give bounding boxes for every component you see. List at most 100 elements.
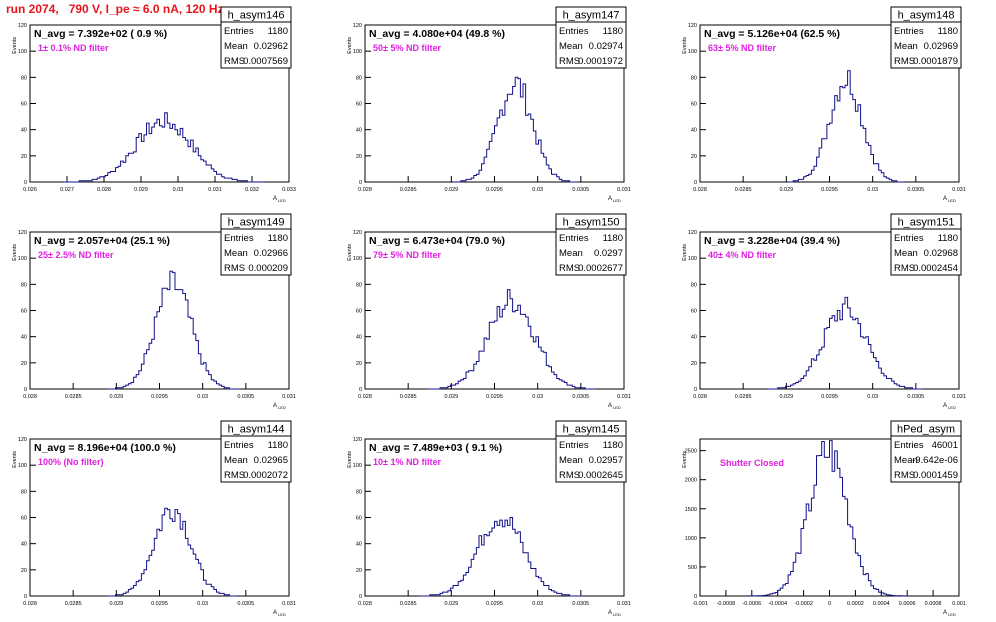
y-tick-label: 100: [688, 256, 697, 262]
x-tick-label: 0.031: [952, 394, 966, 400]
x-tick-label: 0.03: [173, 187, 184, 193]
y-axis-title: Events: [12, 37, 18, 54]
y-tick-label: 1000: [685, 536, 697, 542]
histogram-line: [419, 517, 583, 597]
x-tick-label: 0.028: [97, 187, 111, 193]
x-tick-label: 0.032: [245, 187, 259, 193]
x-tick-label: 0.0305: [237, 601, 254, 607]
y-tick-label: 80: [691, 282, 697, 288]
stats-value: 0.02968: [924, 248, 958, 259]
x-tick-label: 0.0285: [400, 394, 417, 400]
y-axis-title: Events: [12, 244, 18, 261]
stats-label: RMS: [894, 263, 915, 274]
stats-label: Mean: [559, 248, 583, 259]
y-tick-label: 80: [356, 282, 362, 288]
y-tick-label: 40: [356, 335, 362, 341]
y-tick-label: 120: [353, 437, 362, 443]
histogram-line: [427, 289, 596, 390]
y-tick-label: 80: [21, 282, 27, 288]
x-tick-label: 0.0006: [899, 601, 916, 607]
x-axis-title: A: [608, 196, 612, 202]
x-tick-label: 0.03: [867, 187, 878, 193]
stats-box: [220, 6, 292, 69]
filter-annotation: Shutter Closed: [720, 458, 784, 468]
y-tick-label: 60: [691, 309, 697, 315]
x-tick-label: -0.0006: [742, 601, 761, 607]
x-tick-label: 0.031: [282, 601, 296, 607]
stats-label: RMS: [224, 56, 245, 67]
x-tick-label: 0.031: [952, 187, 966, 193]
x-tick-label: -0.0002: [794, 601, 813, 607]
histogram-line: [107, 270, 240, 390]
y-tick-label: 60: [21, 309, 27, 315]
x-tick-label: 0.0002: [847, 601, 864, 607]
x-axis-title-subscript: LED: [613, 198, 621, 203]
x-axis-title: A: [943, 196, 947, 202]
y-axis-title: Events: [682, 37, 688, 54]
x-tick-label: -0.0004: [768, 601, 787, 607]
y-tick-label: 0: [359, 180, 362, 186]
stats-value: -9.642e-06: [912, 455, 958, 466]
x-tick-label: 0.028: [23, 394, 37, 400]
stats-label: RMS: [224, 263, 245, 274]
stats-label: Entries: [559, 233, 589, 244]
y-tick-label: 0: [24, 387, 27, 393]
histogram-line: [788, 70, 905, 183]
stats-value: 0.02965: [254, 455, 288, 466]
y-tick-label: 20: [691, 154, 697, 160]
stats-label: Mean: [894, 41, 918, 52]
histogram-line: [453, 76, 578, 183]
stats-label: RMS: [894, 56, 915, 67]
x-tick-label: 0.03: [197, 601, 208, 607]
filter-annotation: 40± 4% ND filter: [708, 250, 776, 260]
x-tick-label: 0.0295: [486, 187, 503, 193]
x-tick-label: 0.029: [109, 601, 123, 607]
stats-value: 0.0001879: [913, 56, 958, 67]
y-tick-label: 20: [21, 568, 27, 574]
y-tick-label: 60: [356, 309, 362, 315]
stats-value: 0.02966: [254, 248, 288, 259]
navg-label: N_avg = 7.392e+02 ( 0.9 %): [34, 28, 167, 40]
y-tick-label: 20: [21, 154, 27, 160]
x-tick-label: 0.001: [952, 601, 966, 607]
x-tick-label: 0.028: [358, 187, 372, 193]
y-tick-label: 100: [353, 256, 362, 262]
stats-title: h_asym148: [898, 10, 955, 22]
x-tick-label: 0.026: [23, 187, 37, 193]
stats-box: [555, 420, 627, 483]
x-tick-label: 0.029: [444, 187, 458, 193]
y-tick-label: 80: [356, 75, 362, 81]
y-axis-title: Events: [347, 451, 353, 468]
y-axis-title: Events: [682, 244, 688, 261]
x-tick-label: 0.0285: [400, 187, 417, 193]
stats-value: 0.0002072: [243, 470, 288, 481]
stats-value: 0.0002677: [578, 263, 623, 274]
x-axis-title-subscript: LED: [948, 612, 956, 617]
stats-value: 0.0002645: [578, 470, 623, 481]
y-tick-label: 0: [694, 387, 697, 393]
x-tick-label: 0.029: [779, 187, 793, 193]
y-tick-label: 60: [21, 516, 27, 522]
histogram-panel-h_asym147: 0 20 40 60 80 100 120 0.028 0.0285 0.029 0.0295 0.0…: [347, 6, 631, 203]
x-tick-label: 0.03: [532, 394, 543, 400]
histogram-panel-hPed_asym: 0 500 1000 1500 2000 2500 -0.001 -0.0008 -0.0006…: [682, 420, 966, 617]
stats-label: Entries: [894, 233, 924, 244]
y-tick-label: 80: [691, 75, 697, 81]
stats-title: h_asym151: [898, 217, 955, 229]
histogram-line: [767, 296, 923, 390]
y-tick-label: 120: [18, 23, 27, 29]
y-tick-label: 120: [18, 437, 27, 443]
y-tick-label: 60: [356, 102, 362, 108]
y-axis-title: Events: [347, 244, 353, 261]
y-tick-label: 120: [353, 23, 362, 29]
stats-label: Entries: [224, 26, 254, 37]
x-axis-title: A: [273, 610, 277, 616]
stats-value: 0.0002454: [913, 263, 958, 274]
navg-label: N_avg = 7.489e+03 ( 9.1 %): [369, 442, 502, 454]
x-tick-label: 0.029: [134, 187, 148, 193]
stats-value: 1180: [268, 233, 288, 244]
stats-label: Mean: [559, 41, 583, 52]
stats-label: Mean: [224, 455, 248, 466]
navg-label: N_avg = 8.196e+04 (100.0 %): [34, 442, 176, 454]
x-tick-label: 0.029: [444, 394, 458, 400]
